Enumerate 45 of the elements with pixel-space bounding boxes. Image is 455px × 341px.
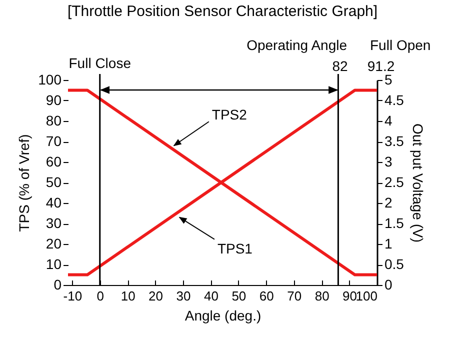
y2-tick-label: 1.5	[384, 215, 404, 231]
y-tick-label: 10	[46, 256, 62, 272]
x-axis-title: Angle (deg.)	[184, 308, 262, 324]
y2-tick-label: 4	[384, 112, 392, 128]
x-tick-label: 60	[259, 288, 274, 304]
x-tick-label: 100	[356, 288, 378, 304]
x-tick-label: 20	[148, 288, 164, 304]
text: Operating Angle	[246, 37, 348, 53]
y2-tick-label: 3.5	[384, 133, 404, 149]
text: Full Open	[370, 37, 431, 53]
y-tick-label: 60	[46, 154, 62, 170]
y-tick-label: 100	[38, 72, 62, 88]
y-tick-label: 0	[54, 276, 62, 292]
ref-line-label: Full Close	[68, 55, 132, 71]
y-tick-label: 30	[46, 215, 62, 231]
annotation: TPS1	[217, 240, 253, 256]
y-tick-label: 80	[46, 112, 62, 128]
y2-tick-label: 2.5	[384, 174, 404, 190]
y2-tick-label: 4.5	[384, 92, 404, 108]
y-tick-label: 50	[46, 174, 62, 190]
text: 91.2	[367, 58, 395, 74]
y2-axis-title: Out put Voltage (V)	[410, 123, 426, 243]
x-tick-label: 0	[96, 288, 104, 304]
x-tick-label: 70	[287, 288, 302, 304]
chart-title: [Throttle Position Sensor Characteristic Graph]	[67, 3, 378, 20]
y2-tick-label: 0.5	[384, 256, 404, 272]
x-tick-label: -10	[63, 288, 82, 304]
x-tick-label: 30	[176, 288, 191, 304]
y2-tick-label: 3	[384, 154, 392, 170]
y-axis-title: TPS (% of Vref)	[16, 134, 32, 232]
y2-tick-label: 2	[384, 194, 392, 210]
x-tick-label: 40	[204, 288, 218, 304]
y-tick-label: 40	[46, 194, 62, 210]
y2-tick-label: 1	[384, 236, 392, 252]
y-tick-label: 70	[46, 133, 62, 149]
y2-tick-label: 5	[384, 72, 392, 88]
text: 82	[332, 58, 348, 74]
y-tick-label: 20	[46, 236, 62, 252]
y2-tick-label: 0	[384, 276, 392, 292]
x-tick-label: 10	[120, 288, 136, 304]
x-tick-label: 50	[232, 288, 246, 304]
x-tick-label: 80	[314, 288, 330, 304]
x-tick-label: 90	[342, 288, 358, 304]
annotation: TPS2	[212, 106, 248, 123]
y-tick-label: 90	[46, 92, 62, 108]
